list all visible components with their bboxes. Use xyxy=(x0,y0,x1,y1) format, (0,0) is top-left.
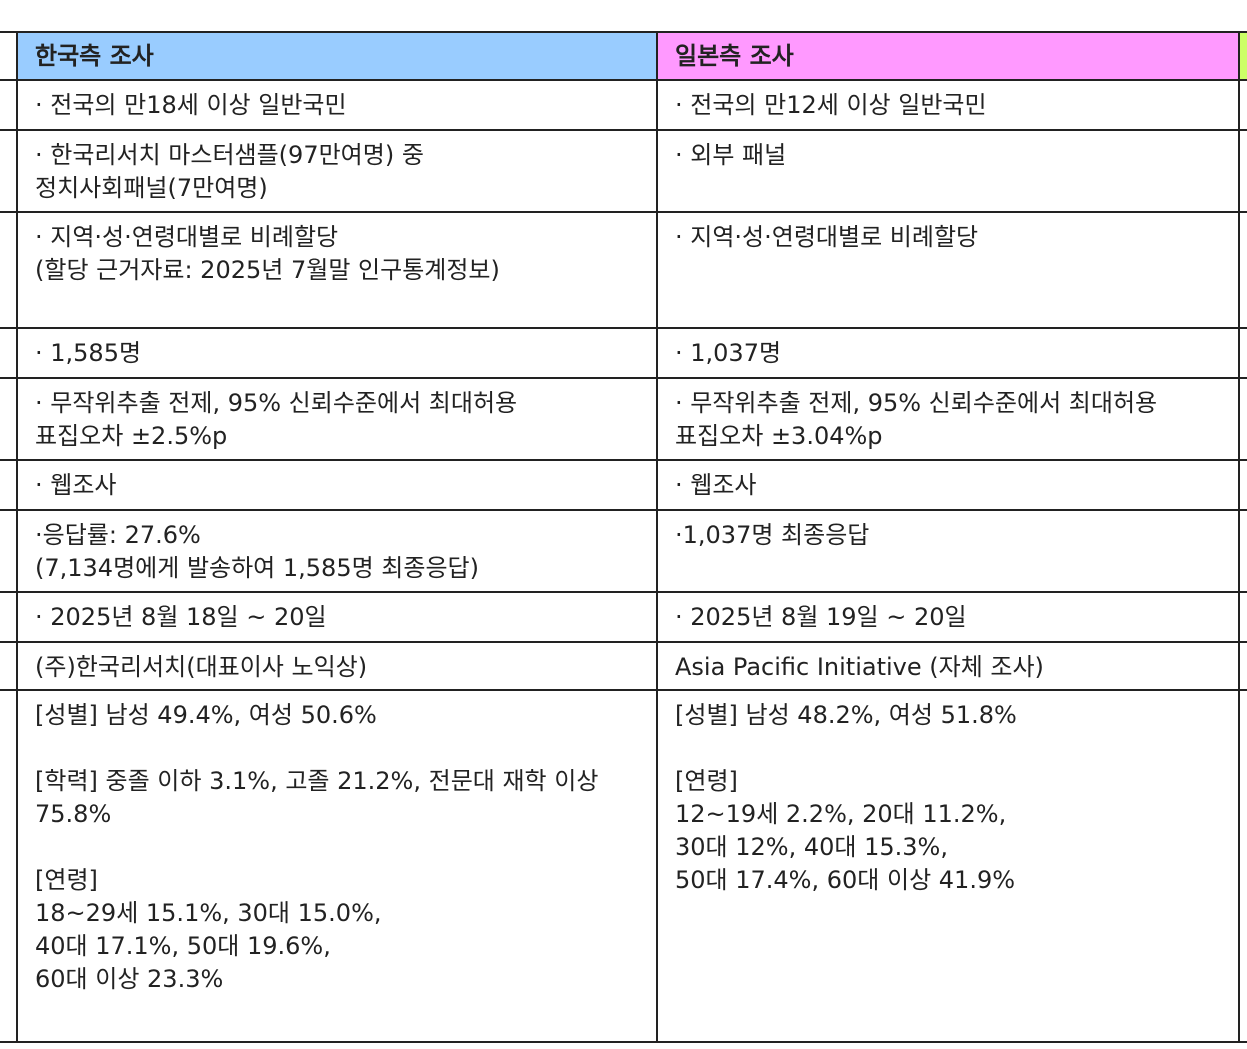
third-cell xyxy=(1238,79,1247,131)
row-label-cell xyxy=(0,79,18,131)
japan-cell: [성별] 남성 48.2%, 여성 51.8% [연령] 12~19세 2.2%… xyxy=(656,689,1240,1043)
third-cell xyxy=(1238,211,1247,329)
third-cell xyxy=(1238,377,1247,461)
japan-cell: · 2025년 8월 19일 ~ 20일 xyxy=(656,591,1240,643)
header-row: 한국측 조사 일본측 조사 xyxy=(0,31,1247,81)
table-row: · 웹조사 · 웹조사 xyxy=(0,459,1247,511)
japan-cell: ·1,037명 최종응답 xyxy=(656,509,1240,593)
row-label-cell xyxy=(0,377,18,461)
row-label-cell xyxy=(0,641,18,691)
japan-cell: · 무작위추출 전제, 95% 신뢰수준에서 최대허용 표집오차 ±3.04%p xyxy=(656,377,1240,461)
third-cell xyxy=(1238,129,1247,213)
korea-cell: (주)한국리서치(대표이사 노익상) xyxy=(16,641,658,691)
japan-cell: · 외부 패널 xyxy=(656,129,1240,213)
row-label-cell xyxy=(0,591,18,643)
korea-cell: ·응답률: 27.6% (7,134명에게 발송하여 1,585명 최종응답) xyxy=(16,509,658,593)
third-cell xyxy=(1238,327,1247,379)
korea-cell: · 웹조사 xyxy=(16,459,658,511)
korea-cell: · 한국리서치 마스터샘플(97만여명) 중 정치사회패널(7만여명) xyxy=(16,129,658,213)
japan-header: 일본측 조사 xyxy=(656,31,1240,81)
table-row: · 2025년 8월 18일 ~ 20일 · 2025년 8월 19일 ~ 20… xyxy=(0,591,1247,643)
row-label-cell xyxy=(0,211,18,329)
korea-cell: · 무작위추출 전제, 95% 신뢰수준에서 최대허용 표집오차 ±2.5%p xyxy=(16,377,658,461)
japan-cell: · 웹조사 xyxy=(656,459,1240,511)
row-label-cell xyxy=(0,31,18,81)
table-row: · 한국리서치 마스터샘플(97만여명) 중 정치사회패널(7만여명) · 외부… xyxy=(0,129,1247,213)
row-label-cell xyxy=(0,509,18,593)
japan-cell: · 지역·성·연령대별로 비례할당 xyxy=(656,211,1240,329)
table-row: (주)한국리서치(대표이사 노익상) Asia Pacific Initiati… xyxy=(0,641,1247,691)
korea-header: 한국측 조사 xyxy=(16,31,658,81)
table-row: ·응답률: 27.6% (7,134명에게 발송하여 1,585명 최종응답) … xyxy=(0,509,1247,593)
survey-comparison-table: 한국측 조사 일본측 조사 · 전국의 만18세 이상 일반국민 · 전국의 만… xyxy=(0,31,1247,1043)
korea-cell: [성별] 남성 49.4%, 여성 50.6% [학력] 중졸 이하 3.1%,… xyxy=(16,689,658,1043)
japan-cell: Asia Pacific Initiative (자체 조사) xyxy=(656,641,1240,691)
table-row: [성별] 남성 49.4%, 여성 50.6% [학력] 중졸 이하 3.1%,… xyxy=(0,689,1247,1043)
row-label-cell xyxy=(0,129,18,213)
row-label-cell xyxy=(0,459,18,511)
row-label-cell xyxy=(0,689,18,1043)
row-label-cell xyxy=(0,327,18,379)
third-header xyxy=(1238,31,1247,81)
korea-cell: · 1,585명 xyxy=(16,327,658,379)
table-row: · 무작위추출 전제, 95% 신뢰수준에서 최대허용 표집오차 ±2.5%p … xyxy=(0,377,1247,461)
table-row: · 1,585명 · 1,037명 xyxy=(0,327,1247,379)
third-cell xyxy=(1238,591,1247,643)
korea-cell: · 전국의 만18세 이상 일반국민 xyxy=(16,79,658,131)
third-cell xyxy=(1238,689,1247,1043)
japan-cell: · 전국의 만12세 이상 일반국민 xyxy=(656,79,1240,131)
table-row: · 지역·성·연령대별로 비례할당 (할당 근거자료: 2025년 7월말 인구… xyxy=(0,211,1247,329)
third-cell xyxy=(1238,509,1247,593)
korea-cell: · 2025년 8월 18일 ~ 20일 xyxy=(16,591,658,643)
table-row: · 전국의 만18세 이상 일반국민 · 전국의 만12세 이상 일반국민 xyxy=(0,79,1247,131)
third-cell xyxy=(1238,459,1247,511)
japan-cell: · 1,037명 xyxy=(656,327,1240,379)
third-cell xyxy=(1238,641,1247,691)
korea-cell: · 지역·성·연령대별로 비례할당 (할당 근거자료: 2025년 7월말 인구… xyxy=(16,211,658,329)
